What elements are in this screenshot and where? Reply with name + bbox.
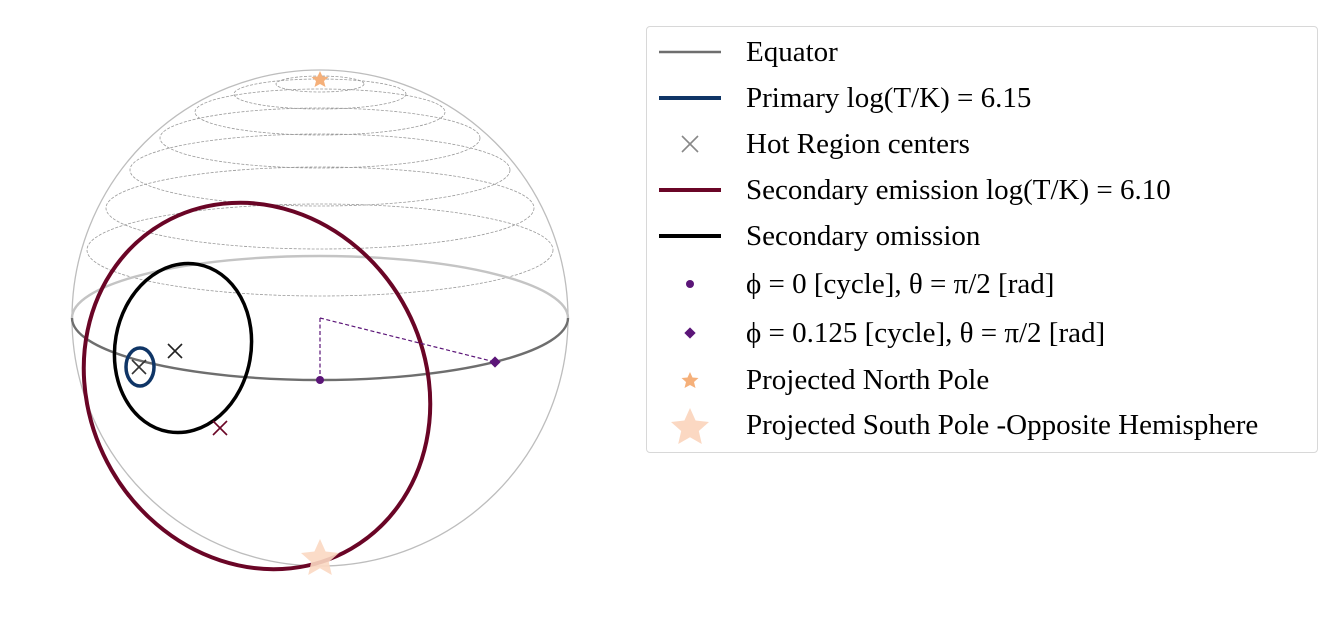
legend-item-hot-centers: Hot Region centers [647,121,1317,167]
legend-line-maroon-icon [659,188,721,192]
legend-label: Secondary omission [746,220,981,252]
legend-item-phi0125: ϕ = 0.125 [cycle], θ = π/2 [rad] [647,310,1317,356]
sphere-diagram [70,69,570,575]
legend-label: Equator [746,36,838,68]
legend-item-primary: Primary log(T/K) = 6.15 [647,75,1317,121]
secondary-omission-ring [112,261,254,435]
legend-label: ϕ = 0 [cycle], θ = π/2 [rad] [746,268,1055,300]
latitude-line [86,203,554,297]
legend-label: Secondary emission log(T/K) = 6.10 [746,174,1171,206]
legend-label: Projected South Pole -Opposite Hemispher… [746,409,1259,441]
legend-label: Projected North Pole [746,364,990,396]
latitude-line [105,166,535,250]
legend-line-blue-icon [659,96,721,100]
north-pole-star [311,71,329,87]
legend-item-secondary-omission: Secondary omission [647,213,1317,259]
legend-large-star-icon [671,408,709,444]
legend-small-star-icon [681,372,699,388]
legend-dot-icon [686,280,694,288]
legend-x-icon [681,135,699,153]
hot-region-center-marker [131,359,147,375]
legend-label: Hot Region centers [746,128,970,160]
equator-back [70,254,570,319]
legend: Equator Primary log(T/K) = 6.15 Hot Regi… [646,26,1318,453]
legend-diamond-icon [684,327,696,339]
legend-label: Primary log(T/K) = 6.15 [746,82,1032,114]
phi-zero-marker [316,376,324,384]
legend-item-phi0: ϕ = 0 [cycle], θ = π/2 [rad] [647,261,1317,307]
secondary-emission-ring [81,200,433,572]
legend-line-black-icon [659,234,721,238]
legend-item-equator: Equator [647,29,1317,75]
phase-reference-lines [319,317,496,380]
legend-item-south-pole: Projected South Pole -Opposite Hemispher… [647,402,1317,448]
latitude-line [194,88,446,136]
latitude-line [159,107,481,169]
south-pole-star [301,539,339,575]
latitude-line [129,133,511,207]
legend-item-north-pole: Projected North Pole [647,357,1317,403]
hot-region-center-marker [167,343,183,359]
hot-region-center-marker [212,420,228,436]
primary-ring [124,346,156,388]
legend-item-secondary-emission: Secondary emission log(T/K) = 6.10 [647,167,1317,213]
phi-eighth-marker [489,356,501,368]
latitude-lines [86,75,554,297]
legend-line-gray-icon [659,50,721,54]
legend-label: ϕ = 0.125 [cycle], θ = π/2 [rad] [746,317,1106,349]
